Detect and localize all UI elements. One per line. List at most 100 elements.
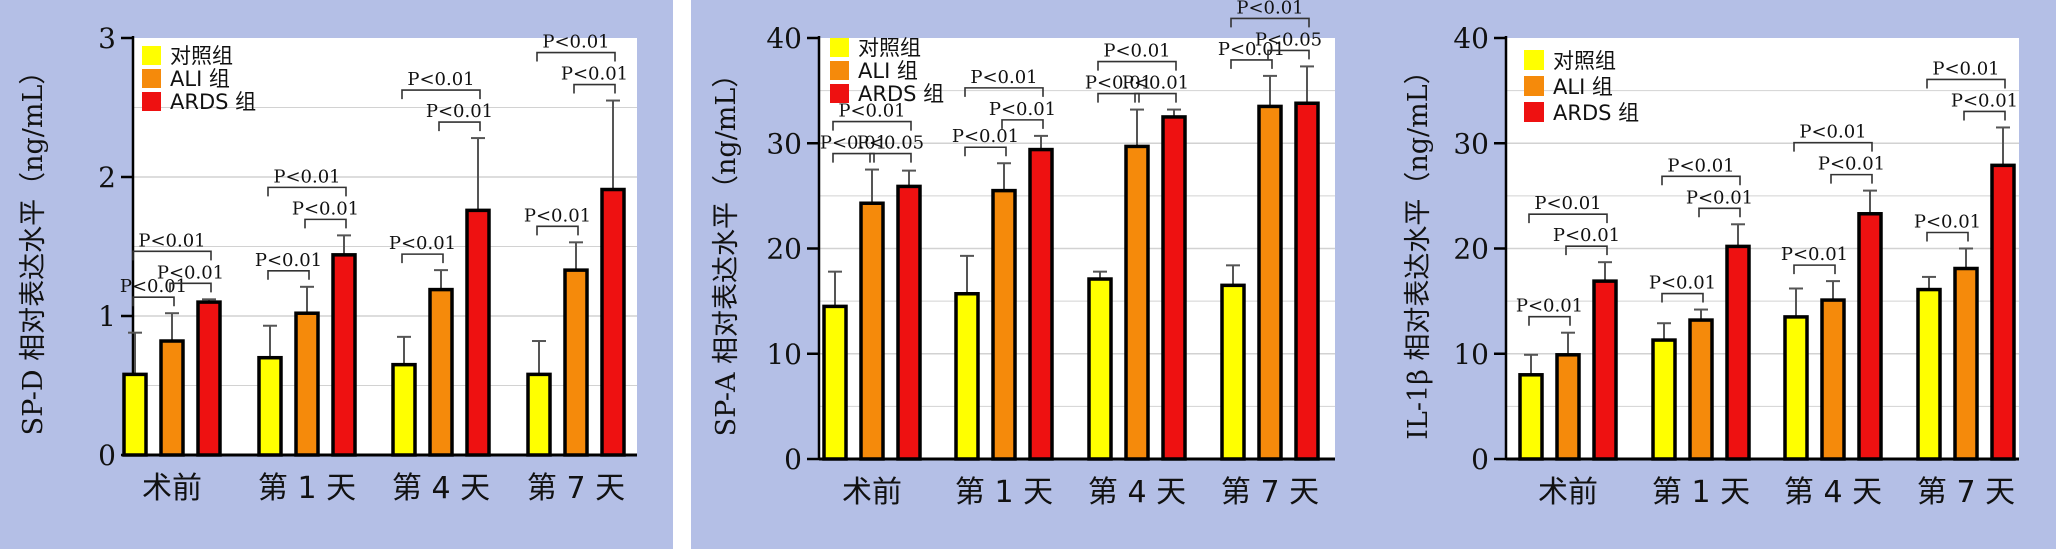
significance-bracket [1926,231,1969,242]
significance-bracket [1793,264,1836,275]
significance-bracket [1528,315,1571,326]
legend-swatch [142,92,161,111]
legend-swatch [1524,102,1544,122]
bar [1294,101,1320,461]
bar [1725,244,1751,461]
bar [1028,147,1054,461]
significance-bracket [401,89,481,100]
significance-label: P<0.01 [838,101,905,122]
y-tick-label: 30 [1453,127,1489,160]
legend-swatch [1524,50,1544,70]
significance-bracket [1097,92,1140,103]
bar [1257,104,1283,461]
significance-label: P<0.01 [1516,296,1583,317]
y-tick-label: 10 [766,338,802,371]
significance-label: P<0.01 [1236,0,1303,18]
significance-bracket [536,225,579,236]
y-tick-label: 20 [1453,233,1489,266]
x-category-label: 第 7 天 [1917,475,2015,510]
y-tick-label: 30 [766,127,802,160]
bar [859,201,885,461]
y-tick-label: 40 [766,22,802,55]
significance-label: P<0.01 [542,32,609,53]
legend-label: 对照组 [170,44,233,68]
bar [428,287,454,457]
significance-bracket [869,152,912,163]
legend-label: ARDS 组 [170,90,256,114]
bar [1651,338,1677,461]
significance-bracket [1134,92,1177,103]
y-tick-label: 0 [784,443,802,476]
significance-bracket [536,51,616,62]
bar [822,304,848,461]
bar [257,355,283,457]
bar [294,311,320,457]
legend-label: 对照组 [858,36,921,60]
y-tick-label: 0 [1471,443,1489,476]
significance-bracket [832,120,912,131]
bar [563,268,589,457]
bar [1990,163,2016,461]
legend-swatch [830,84,849,103]
bar [1820,298,1846,461]
y-tick-label: 40 [1453,22,1489,55]
significance-bracket [1793,141,1873,152]
significance-bracket [1528,213,1608,224]
x-category-label: 第 1 天 [1652,475,1750,510]
significance-bracket [1963,110,2006,121]
y-tick-label: 1 [98,300,116,333]
bar [1518,373,1544,461]
y-tick-label: 3 [98,22,116,55]
legend-swatch [830,61,849,80]
chart-2: 0 10 20 30 40 IL-1β 相对表达水平（ng/mL） 术前 第 1 天第 4 天… [1403,22,2019,510]
significance-label: P<0.01 [820,133,887,154]
significance-bracket [1267,49,1310,60]
significance-bracket [304,218,347,229]
significance-label: P<0.01 [389,233,456,254]
bar [1087,277,1113,461]
significance-label: P<0.01 [1649,273,1716,294]
significance-bracket [1001,119,1044,129]
y-tick-label: 2 [98,161,116,194]
significance-label: P<0.01 [1932,58,1999,79]
significance-label: P<0.01 [952,126,1019,147]
bar [1783,315,1809,461]
significance-label: P<0.05 [1255,29,1322,50]
bar [1592,279,1618,461]
x-category-label: 术前 [842,475,902,510]
significance-label: P<0.01 [1799,122,1866,143]
legend-swatch [1524,76,1544,96]
significance-label: P<0.01 [1553,225,1620,246]
significance-label: P<0.01 [1818,154,1885,175]
bar [600,187,626,457]
significance-bracket [1565,245,1608,256]
significance-label: P<0.01 [524,205,591,226]
significance-label: P<0.01 [138,230,205,251]
significance-bracket [573,83,616,94]
legend-label: ALI 组 [858,59,918,83]
legend-swatch [142,46,161,65]
bar [1220,283,1246,461]
bar [465,208,491,457]
legend-label: 对照组 [1553,49,1616,73]
bar [526,372,552,457]
significance-label: P<0.01 [292,198,359,219]
significance-label: P<0.01 [970,67,1037,88]
significance-bracket [132,250,212,261]
bar [122,372,148,457]
significance-bracket [1926,78,2006,89]
x-category-label: 术前 [1538,475,1598,510]
bar [954,292,980,461]
x-category-label: 第 1 天 [258,471,356,506]
bar [1161,115,1187,461]
legend-swatch [142,69,161,88]
significance-label: P<0.01 [989,99,1056,120]
significance-label: P<0.01 [1534,193,1601,214]
significance-bracket [1097,60,1177,71]
significance-bracket [1661,292,1704,303]
significance-bracket [1230,17,1310,28]
bar [1555,353,1581,461]
bar [1857,212,1883,461]
bar [391,362,417,457]
